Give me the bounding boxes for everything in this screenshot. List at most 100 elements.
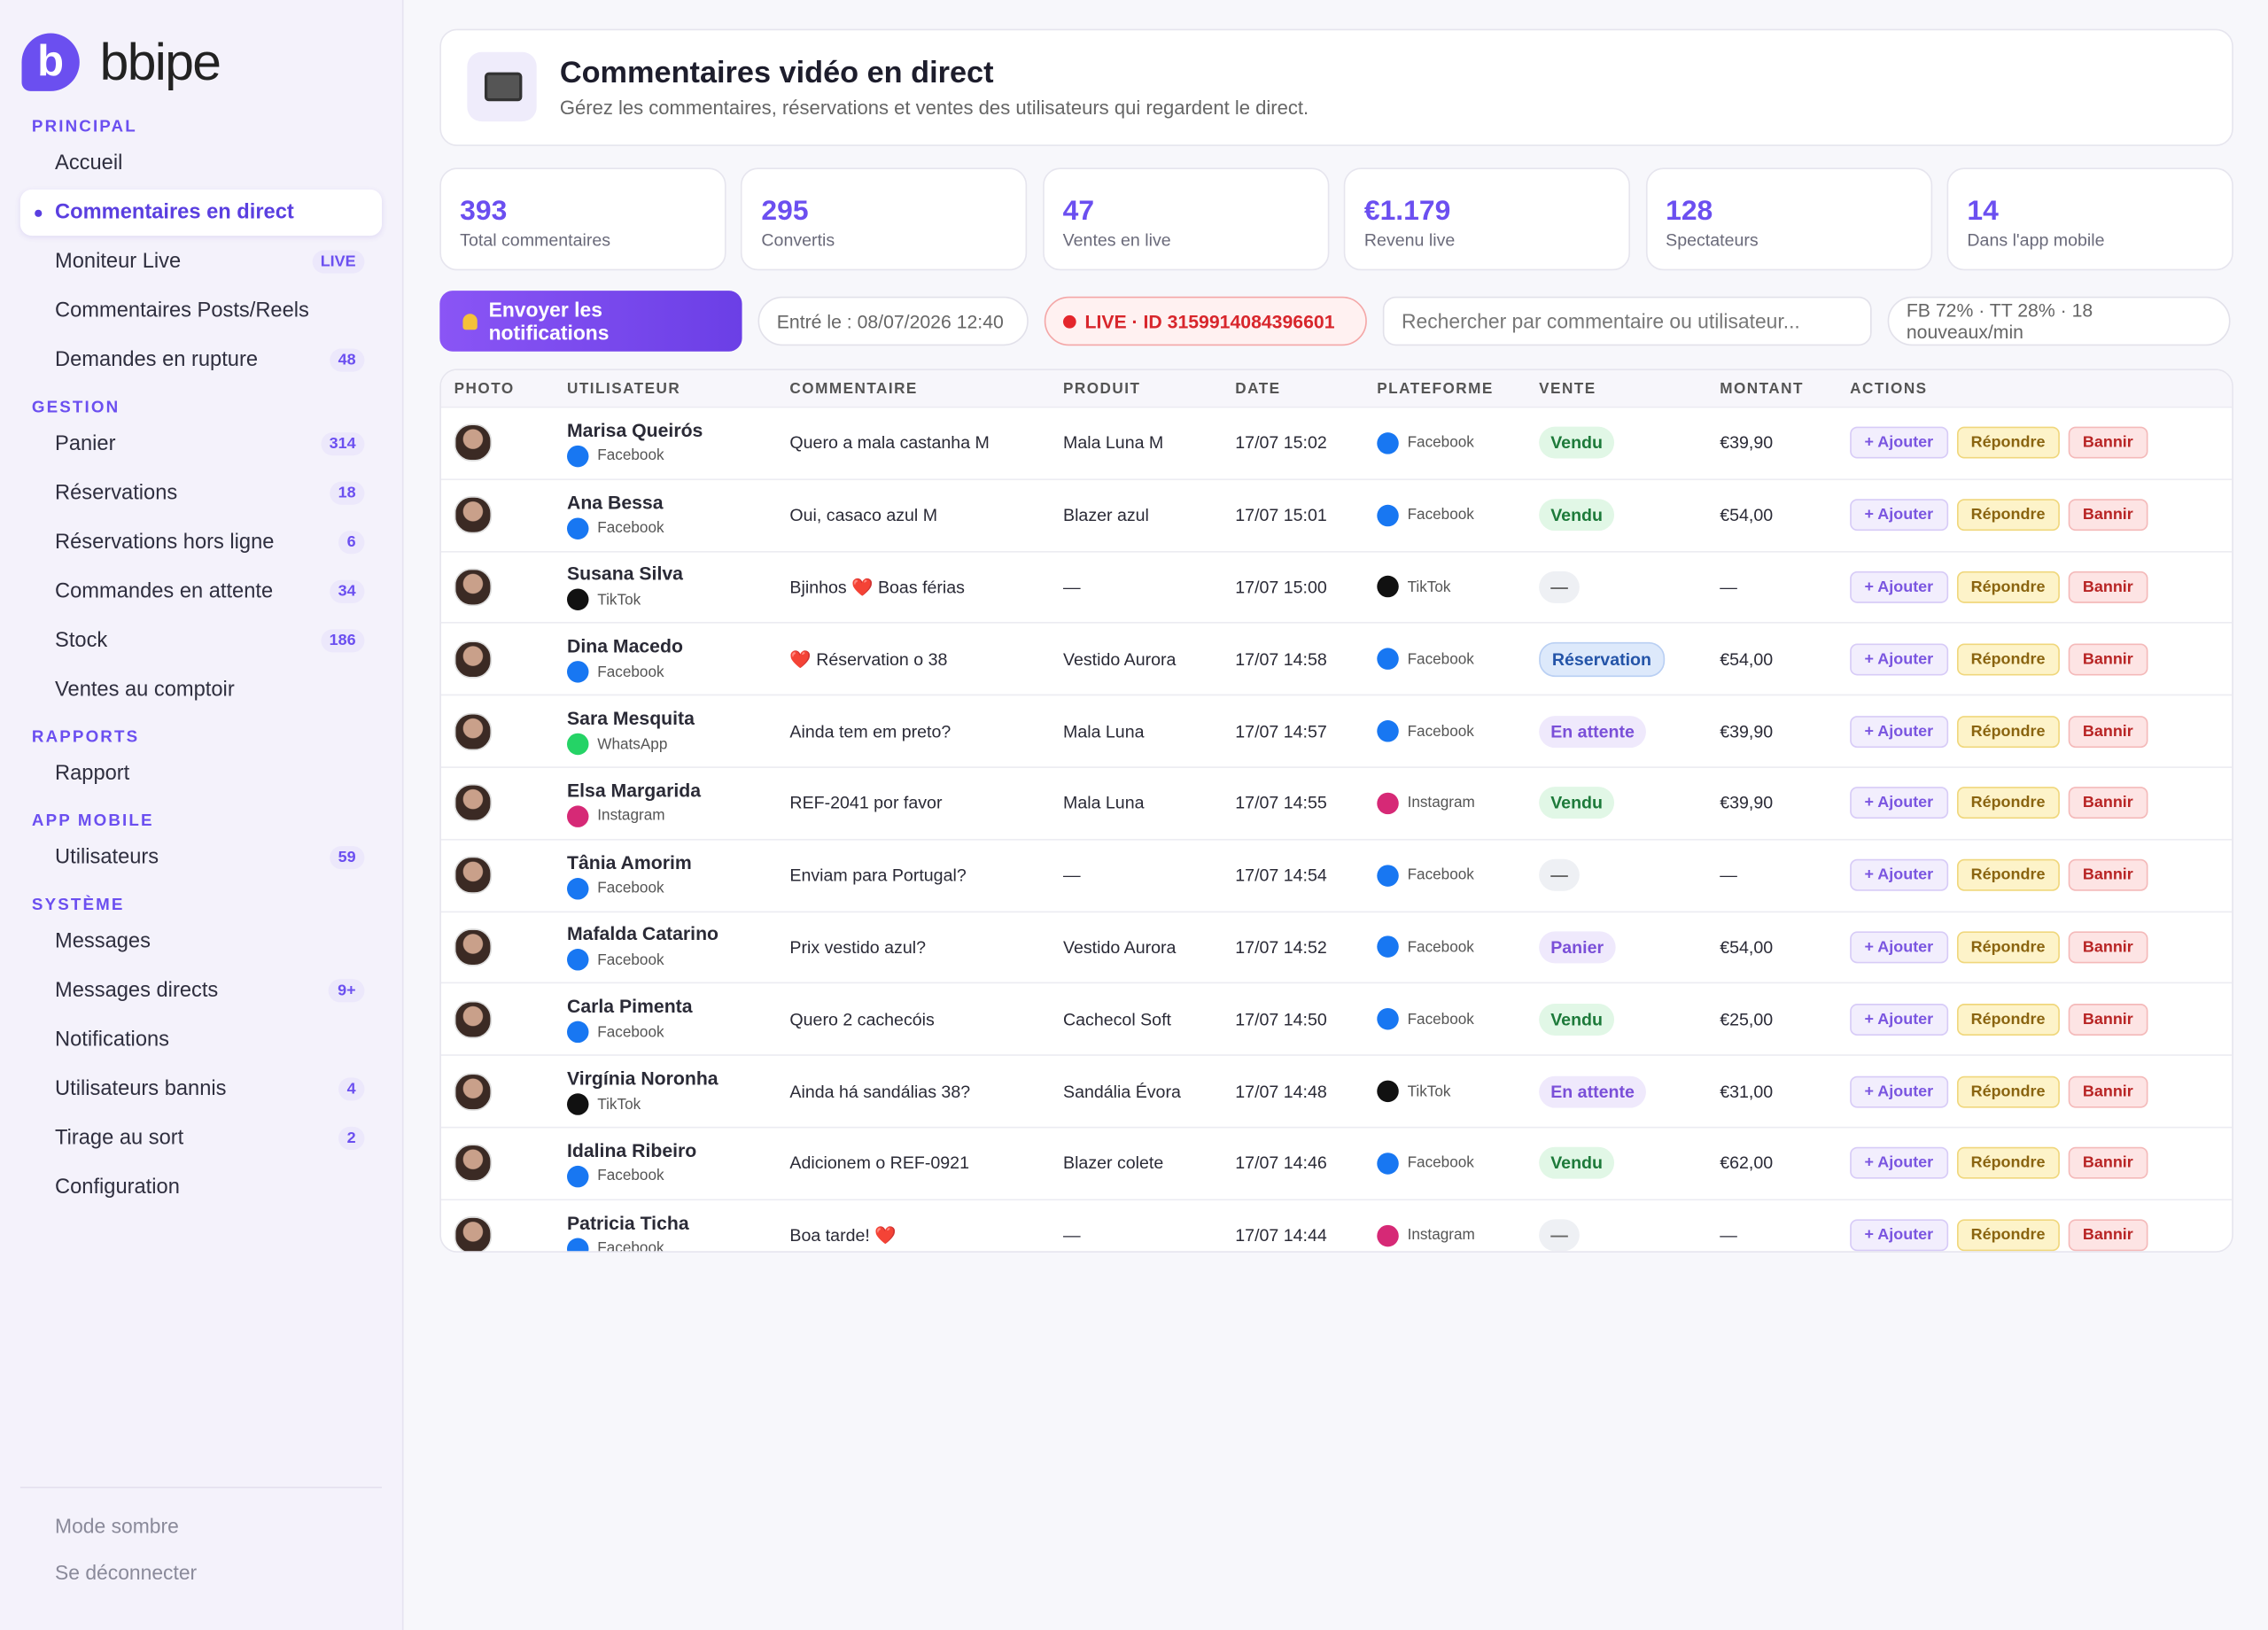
nav-label: Messages directs bbox=[55, 979, 219, 1003]
nav-item[interactable]: Demandes en rupture 48 bbox=[20, 337, 382, 383]
action-button[interactable]: + Ajouter bbox=[1850, 1219, 1948, 1252]
action-button[interactable]: Répondre bbox=[1956, 499, 2060, 532]
notify-button[interactable]: Envoyer les notifications bbox=[439, 291, 742, 352]
nav-item[interactable]: Panier 314 bbox=[20, 421, 382, 467]
nav-item[interactable]: Configuration bbox=[20, 1164, 382, 1210]
avatar bbox=[454, 640, 493, 679]
footer-link[interactable]: Mode sombre bbox=[55, 1514, 179, 1538]
action-button[interactable]: Répondre bbox=[1956, 1147, 2060, 1180]
action-button[interactable]: Bannir bbox=[2068, 1075, 2148, 1107]
action-button[interactable]: Répondre bbox=[1956, 1219, 2060, 1252]
action-button[interactable]: + Ajouter bbox=[1850, 499, 1948, 532]
action-button[interactable]: + Ajouter bbox=[1850, 570, 1948, 603]
comment: Quero a mala castanha M bbox=[789, 432, 990, 454]
product: Cachecol Soft bbox=[1062, 1009, 1171, 1030]
action-button[interactable]: Bannir bbox=[2068, 1003, 2148, 1036]
nav-item[interactable]: Moniteur Live LIVE bbox=[20, 238, 382, 284]
action-button[interactable]: Répondre bbox=[1956, 931, 2060, 964]
comment: Ainda tem em preto? bbox=[789, 721, 951, 741]
section-title: RAPPORTS bbox=[31, 728, 140, 747]
action-button[interactable]: + Ajouter bbox=[1850, 427, 1948, 460]
action-button[interactable]: Bannir bbox=[2068, 1219, 2148, 1252]
table-row: Dina Macedo Facebook ❤️ Réservation o 38 Ve… bbox=[440, 622, 2233, 695]
comment: Boa tarde! ❤️ bbox=[789, 1225, 897, 1246]
ratio-chip: FB 72% · TT 28% · 18 nouveaux/min bbox=[1887, 296, 2231, 346]
stat-label: Convertis bbox=[761, 229, 835, 251]
photo-cell bbox=[454, 496, 567, 534]
action-button[interactable]: Répondre bbox=[1956, 859, 2060, 891]
action-button[interactable]: + Ajouter bbox=[1850, 787, 1948, 819]
nav-item[interactable]: Tirage au sort 2 bbox=[20, 1115, 382, 1161]
nav-item[interactable]: Réservations 18 bbox=[20, 470, 382, 516]
action-button[interactable]: Répondre bbox=[1956, 570, 2060, 603]
table-row: Idalina Ribeiro Facebook Adicionem o REF-0… bbox=[440, 1126, 2233, 1199]
nav-item[interactable]: Réservations hors ligne 6 bbox=[20, 519, 382, 565]
nav-item[interactable]: Notifications bbox=[20, 1017, 382, 1063]
product: Vestido Aurora bbox=[1062, 936, 1177, 958]
user-cell: Elsa Margarida Instagram bbox=[566, 780, 789, 827]
action-button[interactable]: Bannir bbox=[2068, 643, 2148, 676]
nav-item[interactable]: Stock 186 bbox=[20, 617, 382, 664]
date: 17/07 14:46 bbox=[1235, 1153, 1327, 1174]
date: 17/07 14:55 bbox=[1235, 793, 1327, 814]
source-name: Instagram bbox=[597, 807, 665, 826]
search-input[interactable]: Rechercher par commentaire ou utilisateu… bbox=[1382, 296, 1872, 346]
nav-item[interactable]: Utilisateurs 59 bbox=[20, 834, 382, 881]
nav-item[interactable]: Accueil bbox=[20, 140, 382, 186]
action-button[interactable]: + Ajouter bbox=[1850, 1075, 1948, 1107]
amount: €54,00 bbox=[1720, 936, 1774, 958]
action-button[interactable]: Bannir bbox=[2068, 931, 2148, 964]
action-button[interactable]: + Ajouter bbox=[1850, 715, 1948, 748]
nav-item[interactable]: Messages directs 9+ bbox=[20, 967, 382, 1013]
nav-item[interactable]: Ventes au comptoir bbox=[20, 667, 382, 713]
nav-badge: 4 bbox=[338, 1077, 365, 1101]
action-button[interactable]: Bannir bbox=[2068, 427, 2148, 460]
action-button[interactable]: Répondre bbox=[1956, 787, 2060, 819]
actions: + Ajouter Répondre Bannir bbox=[1850, 715, 2232, 748]
action-button[interactable]: Répondre bbox=[1956, 1003, 2060, 1036]
nav-label: Utilisateurs bannis bbox=[55, 1077, 227, 1101]
action-button[interactable]: + Ajouter bbox=[1850, 1147, 1948, 1180]
action-button[interactable]: Répondre bbox=[1956, 643, 2060, 676]
source-name: Facebook bbox=[597, 951, 664, 969]
column-header: MONTANT bbox=[1720, 379, 1804, 398]
sale-cell: Panier bbox=[1539, 931, 1720, 964]
date: 17/07 15:02 bbox=[1235, 432, 1327, 454]
action-button[interactable]: Bannir bbox=[2068, 1147, 2148, 1180]
header-icon bbox=[467, 51, 537, 122]
platform-icon bbox=[566, 661, 589, 684]
action-button[interactable]: + Ajouter bbox=[1850, 1003, 1948, 1036]
action-button[interactable]: Bannir bbox=[2068, 787, 2148, 819]
actions: + Ajouter Répondre Bannir bbox=[1850, 1147, 2232, 1180]
amount: €54,00 bbox=[1720, 505, 1774, 525]
product: — bbox=[1062, 1225, 1081, 1246]
column-header: DATE bbox=[1235, 379, 1281, 398]
user-source: Facebook bbox=[566, 1165, 789, 1188]
action-button[interactable]: Bannir bbox=[2068, 715, 2148, 748]
action-button[interactable]: + Ajouter bbox=[1850, 859, 1948, 891]
nav-item[interactable]: Commentaires Posts/Reels bbox=[20, 288, 382, 334]
action-button[interactable]: Répondre bbox=[1956, 715, 2060, 748]
action-button[interactable]: Bannir bbox=[2068, 570, 2148, 603]
nav-label: Ventes au comptoir bbox=[55, 678, 235, 702]
nav-item[interactable]: Rapport bbox=[20, 750, 382, 796]
date: 17/07 14:57 bbox=[1235, 721, 1327, 741]
nav-item[interactable]: Commandes en attente 34 bbox=[20, 569, 382, 615]
user-source: Facebook bbox=[566, 1021, 789, 1044]
footer-link[interactable]: Se déconnecter bbox=[55, 1560, 198, 1584]
action-button[interactable]: + Ajouter bbox=[1850, 931, 1948, 964]
action-button[interactable]: + Ajouter bbox=[1850, 643, 1948, 676]
action-button[interactable]: Bannir bbox=[2068, 859, 2148, 891]
photo-cell bbox=[454, 568, 567, 607]
nav-item[interactable]: Utilisateurs bannis 4 bbox=[20, 1066, 382, 1112]
action-button[interactable]: Bannir bbox=[2068, 499, 2148, 532]
nav-badge: 186 bbox=[320, 629, 365, 653]
nav-item[interactable]: Messages bbox=[20, 919, 382, 965]
avatar bbox=[454, 496, 493, 534]
user-source: Facebook bbox=[566, 877, 789, 899]
action-button[interactable]: Répondre bbox=[1956, 427, 2060, 460]
action-button[interactable]: Répondre bbox=[1956, 1075, 2060, 1107]
nav-item[interactable]: Commentaires en direct bbox=[19, 189, 383, 237]
sale-status: En attente bbox=[1539, 1075, 1646, 1107]
nav-label: Tirage au sort bbox=[55, 1126, 184, 1150]
